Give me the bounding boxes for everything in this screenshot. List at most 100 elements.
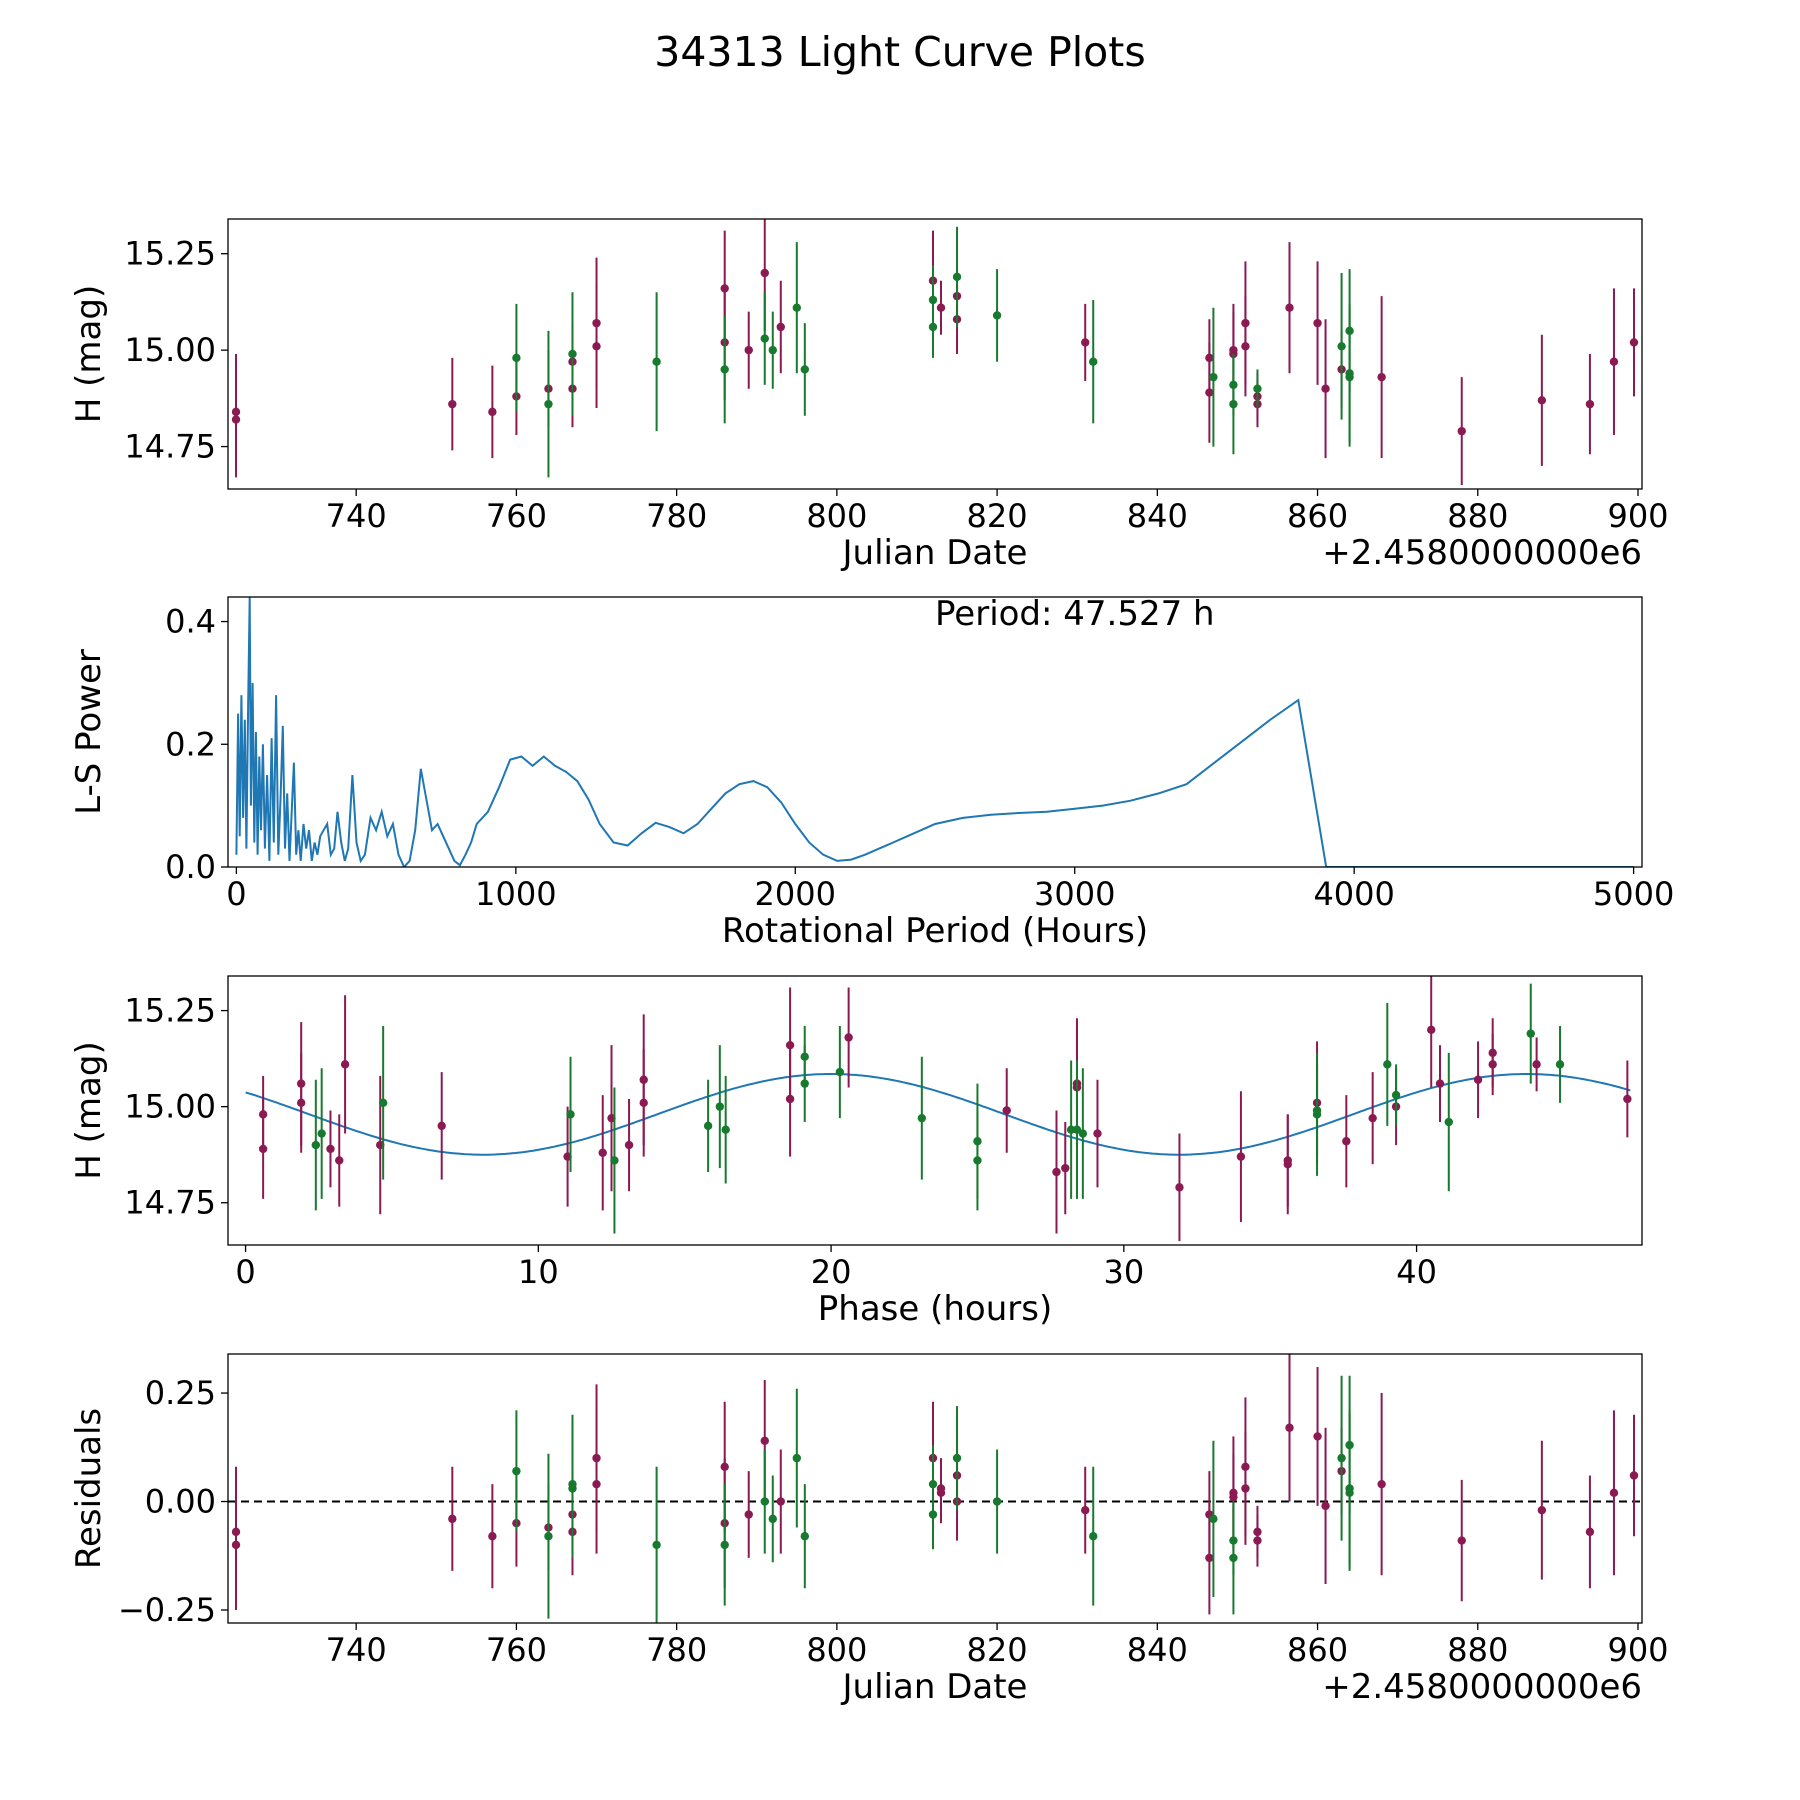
data-point — [311, 1140, 321, 1150]
x-tick-label: 800 — [806, 497, 867, 535]
data-point — [1241, 318, 1250, 328]
y-tick-label: 0.25 — [145, 1374, 216, 1412]
x-tick-label: 780 — [646, 497, 707, 535]
data-point — [1391, 1090, 1401, 1100]
data-point — [973, 1156, 982, 1165]
data-point — [1093, 1129, 1102, 1138]
data-point — [1345, 1488, 1354, 1498]
x-tick-label: 900 — [1607, 497, 1668, 535]
data-point — [1205, 388, 1214, 397]
x-tick-label: 860 — [1287, 1631, 1348, 1669]
data-point — [1345, 372, 1354, 382]
data-point — [1209, 1514, 1218, 1524]
data-point — [1253, 1536, 1262, 1545]
plot-area — [245, 976, 1632, 1242]
data-point — [1473, 1075, 1483, 1084]
data-point — [448, 1514, 457, 1524]
data-point — [792, 303, 802, 312]
series-green — [311, 983, 1565, 1234]
data-point — [317, 1129, 326, 1138]
data-point — [928, 1510, 938, 1519]
x-tick-label: 880 — [1447, 497, 1508, 535]
data-point — [1532, 1060, 1541, 1069]
fit-curve — [245, 1073, 1631, 1156]
x-tick-label: 1000 — [475, 875, 556, 913]
data-point — [992, 311, 1002, 320]
data-point — [598, 1148, 607, 1157]
data-point — [1342, 1137, 1351, 1146]
data-point — [1377, 1479, 1386, 1489]
data-point — [744, 1510, 753, 1519]
data-point — [928, 322, 938, 332]
data-point — [776, 322, 785, 332]
plot-area — [235, 597, 1634, 867]
data-point — [639, 1075, 648, 1084]
data-point — [1313, 318, 1322, 328]
data-point — [566, 1110, 575, 1119]
data-point — [835, 1067, 845, 1077]
x-tick-label: 2000 — [755, 875, 836, 913]
x-tick-label: 0 — [235, 1253, 255, 1291]
data-point — [1066, 1125, 1076, 1134]
x-axis-label: Phase (hours) — [818, 1289, 1052, 1329]
data-point — [1321, 1501, 1330, 1511]
data-point — [1089, 1532, 1098, 1541]
data-point — [544, 399, 553, 409]
y-tick-label: −0.25 — [118, 1591, 216, 1629]
data-point — [1444, 1117, 1453, 1127]
data-point — [296, 1079, 306, 1088]
x-tick-label: 780 — [646, 1631, 707, 1669]
data-point — [1623, 1094, 1632, 1104]
y-axis-label: H (mag) — [69, 285, 109, 423]
data-point — [1229, 399, 1238, 409]
y-tick-label: 14.75 — [124, 1184, 216, 1222]
x-tick-label: 20 — [811, 1253, 852, 1291]
y-tick-label: 0.00 — [145, 1483, 216, 1521]
data-point — [1253, 384, 1262, 393]
y-tick-label: 14.75 — [124, 428, 216, 466]
data-point — [936, 303, 946, 312]
series-maroon — [258, 976, 1632, 1242]
data-point — [1078, 1129, 1088, 1138]
data-point — [1209, 372, 1218, 382]
panel-2: 0 1000 2000 3000 4000 5000 0.0 0.2 0.4 Rotational… — [69, 594, 1674, 951]
data-point — [512, 1466, 521, 1476]
data-point — [592, 318, 601, 328]
data-point — [1537, 396, 1547, 405]
data-point — [1283, 1156, 1292, 1165]
x-tick-label: 3000 — [1034, 875, 1115, 913]
y-tick-label: 0.2 — [165, 725, 216, 763]
data-point — [1555, 1060, 1565, 1069]
data-point — [1236, 1152, 1246, 1161]
y-axis-label: Residuals — [69, 1408, 109, 1569]
panel-1: 740 760 780 800 820 840 860 880 900 14.75 15.00 15.… — [69, 218, 1669, 573]
x-tick-label: 30 — [1103, 1253, 1144, 1291]
data-point — [488, 1532, 497, 1541]
axes-frame — [227, 975, 1643, 1246]
axes-frame — [227, 596, 1643, 868]
data-point — [760, 1436, 769, 1445]
x-tick-label: 820 — [967, 497, 1028, 535]
series-maroon — [231, 219, 1639, 486]
data-point — [1537, 1505, 1547, 1515]
x-tick-label: 840 — [1127, 497, 1188, 535]
data-point — [610, 1156, 619, 1165]
periodogram-line — [235, 597, 1634, 867]
data-point — [340, 1060, 350, 1069]
x-axis-label: Julian Date — [841, 1667, 1028, 1707]
x-tick-label: 740 — [326, 497, 387, 535]
data-point — [1081, 1505, 1090, 1515]
data-point — [1488, 1060, 1497, 1069]
x-tick-label: 4000 — [1313, 875, 1394, 913]
data-point — [1337, 342, 1346, 351]
y-axis-label: L-S Power — [69, 649, 109, 815]
data-point — [1052, 1167, 1061, 1177]
data-point — [258, 1144, 268, 1154]
plot-area — [231, 219, 1639, 486]
y-tick-label: 15.25 — [124, 992, 216, 1030]
y-tick-label: 15.00 — [124, 1088, 216, 1126]
series-green — [512, 226, 1354, 478]
data-point — [952, 272, 962, 282]
data-point — [1081, 338, 1090, 347]
